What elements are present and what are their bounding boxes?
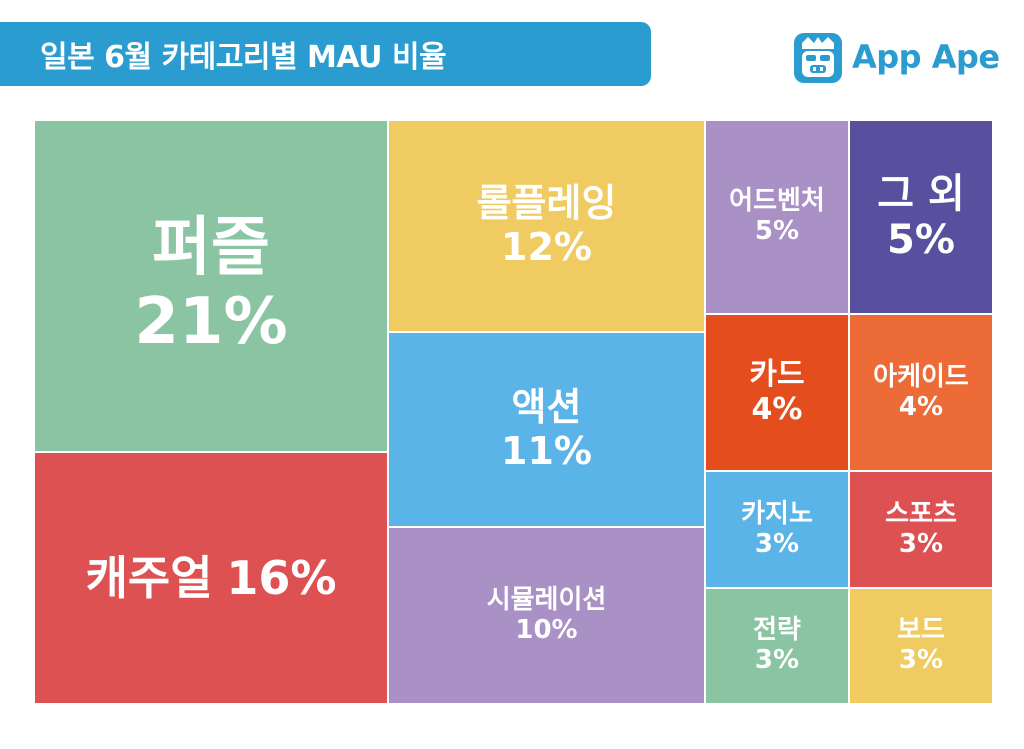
treemap-cell: 롤플레잉 12% xyxy=(388,120,705,332)
cell-value-label: 3% xyxy=(898,645,944,675)
cell-category-label: 퍼즐 xyxy=(152,211,270,286)
cell-category-label: 카지노 xyxy=(741,498,813,529)
treemap-cell: 카드 4% xyxy=(705,314,849,471)
cell-value-label: 16% xyxy=(226,550,337,605)
cell-category-label: 그 외 xyxy=(877,171,965,217)
treemap-cell: 스포츠 3% xyxy=(849,471,993,588)
cell-category-label: 아케이드 xyxy=(873,361,969,392)
cell-value-label: 11% xyxy=(501,428,592,473)
cell-category-label: 스포츠 xyxy=(885,498,957,529)
cell-value-label: 3% xyxy=(754,528,800,559)
cell-value-label: 12% xyxy=(501,225,592,269)
chart-title: 일본 6월 카테고리별 MAU 비율 xyxy=(40,40,447,75)
cell-value-label: 3% xyxy=(898,528,944,559)
cell-value-label: 5% xyxy=(754,216,800,246)
treemap-cell: 퍼즐 21% xyxy=(34,120,388,452)
cell-category-label: 캐주얼 xyxy=(85,550,213,605)
cell-category-label: 액션 xyxy=(511,384,582,429)
cell-value-label: 3% xyxy=(754,645,800,675)
treemap-cell: 캐주얼 16% xyxy=(34,452,388,704)
logo-text: App Ape xyxy=(852,38,1000,76)
treemap-cell: 카지노 3% xyxy=(705,471,849,588)
treemap-cell: 어드벤처 5% xyxy=(705,120,849,314)
cell-category-label: 시뮬레이션 xyxy=(486,584,607,615)
cell-value-label: 5% xyxy=(887,217,955,263)
cell-category-label: 전략 xyxy=(753,615,801,646)
cell-value-label: 21% xyxy=(134,285,288,359)
treemap-cell: 시뮬레이션 10% xyxy=(388,527,705,704)
treemap-cell: 액션 11% xyxy=(388,332,705,527)
cell-value-label: 4% xyxy=(751,391,803,427)
ape-face-icon xyxy=(794,33,842,83)
cell-value-label: 10% xyxy=(515,614,578,645)
cell-category-label: 어드벤처 xyxy=(729,186,825,217)
cell-category-label: 보드 xyxy=(897,615,945,646)
cell-category-label: 카드 xyxy=(749,357,805,392)
cell-category-label: 롤플레잉 xyxy=(476,181,617,226)
cell-value-label: 4% xyxy=(898,391,944,422)
app-ape-logo: App Ape xyxy=(792,28,1000,86)
treemap-cell: 전략 3% xyxy=(705,588,849,704)
title-bar: 일본 6월 카테고리별 MAU 비율 xyxy=(0,22,651,86)
treemap-cell: 보드 3% xyxy=(849,588,993,704)
treemap-cell: 그 외 5% xyxy=(849,120,993,314)
treemap-cell: 아케이드 4% xyxy=(849,314,993,471)
